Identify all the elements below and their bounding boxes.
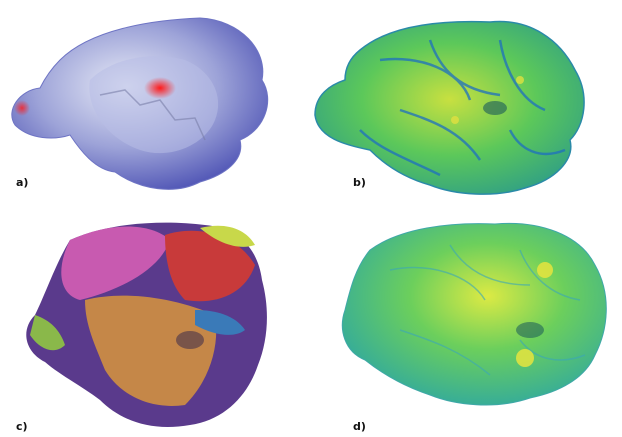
panel-label-b: b) bbox=[353, 176, 366, 189]
panel-b-surface bbox=[314, 20, 585, 195]
panel-label-c: c) bbox=[16, 420, 28, 433]
panel-d-surface bbox=[341, 222, 607, 406]
panel-label-d: d) bbox=[353, 420, 366, 433]
panel-c-surface bbox=[26, 222, 267, 428]
panel-label-a: a) bbox=[16, 176, 29, 189]
panel-a-surface bbox=[11, 17, 269, 190]
